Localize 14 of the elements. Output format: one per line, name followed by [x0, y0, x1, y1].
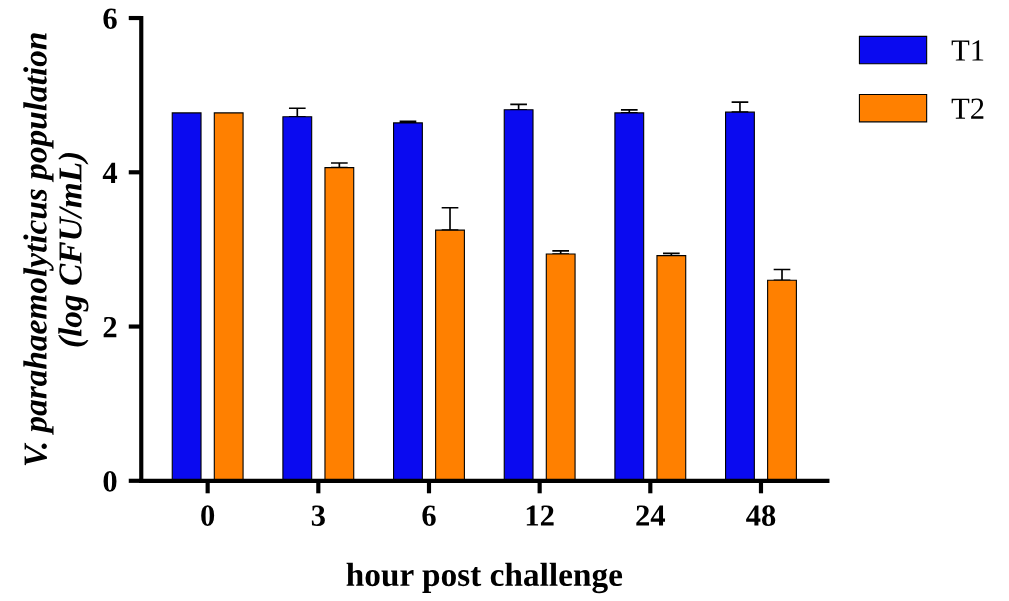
x-tick-label: 3: [311, 505, 325, 526]
x-tick-label: 12: [526, 505, 554, 526]
x-tick-label: 48: [746, 505, 776, 526]
y-tick-label: 6: [103, 8, 117, 29]
x-tick-label: 0: [201, 505, 215, 526]
y-tick-label: 2: [103, 316, 117, 338]
x-tick-label: 24: [636, 505, 666, 526]
legend-label: T1: [951, 40, 984, 61]
legend-label: T2: [951, 98, 984, 119]
x-axis-title: hour post challenge: [346, 562, 623, 594]
y-tick-label: 4: [102, 162, 118, 183]
x-tick-label: 6: [422, 505, 436, 526]
y-axis-title: V. parahaemolyticus population (log CFU/mL): [23, 33, 89, 466]
y-tick-label: 0: [103, 471, 117, 492]
